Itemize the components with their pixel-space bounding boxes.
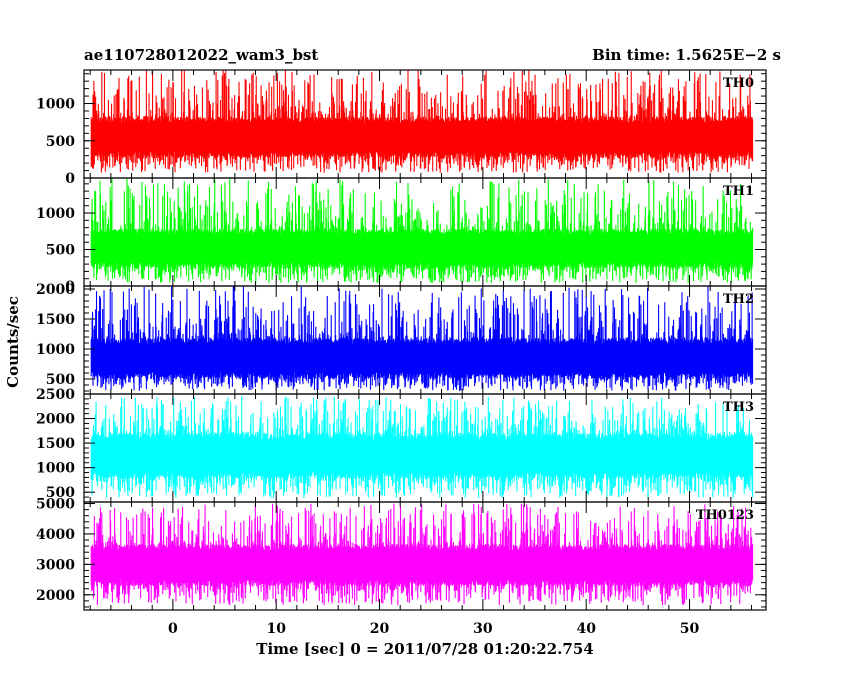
x-tick-label: 20 [370, 621, 390, 637]
y-tick-label: 500 [46, 485, 75, 501]
series-line-th0 [90, 70, 754, 173]
y-tick-label: 1500 [36, 436, 75, 452]
series-line-th3 [90, 396, 754, 498]
y-tick-label: 500 [46, 372, 75, 388]
x-tick-label: 30 [473, 621, 493, 637]
y-tick-label: 3000 [36, 557, 75, 573]
panel-label-th1: TH1 [723, 184, 754, 199]
panel-label-th0123: TH0123 [696, 508, 754, 523]
x-tick-label: 40 [576, 621, 596, 637]
y-tick-label: 2000 [36, 588, 75, 604]
y-tick-label: 5000 [36, 497, 75, 513]
panel-label-th0: TH0 [723, 76, 754, 91]
y-tick-label: 1000 [36, 342, 75, 358]
y-tick-label: 2000 [36, 412, 75, 428]
x-axis-label: Time [sec] 0 = 2011/07/28 01:20:22.754 [256, 640, 593, 658]
x-tick-label: 50 [680, 621, 700, 637]
panel-th2: 500 1000 1500 2000 TH2 [36, 282, 767, 395]
y-tick-label: 2000 [36, 282, 75, 298]
y-tick-label: 2500 [36, 387, 75, 403]
y-tick-label: 500 [46, 134, 75, 150]
y-tick-label: 0 [65, 279, 75, 295]
y-tick-label: 1500 [36, 312, 75, 328]
x-tick-label: 0 [168, 621, 178, 637]
panels-group: 05001000TH005001000TH1500100015002000TH2… [36, 69, 767, 637]
y-tick-label: 0 [65, 171, 75, 187]
panel-label-th2: TH2 [723, 292, 754, 307]
y-tick-label: 1000 [36, 97, 75, 113]
y-axis-label: Counts/sec [4, 296, 22, 388]
x-tick-label: 10 [266, 621, 286, 637]
panel-th0: 0 500 1000 TH0 [36, 69, 767, 187]
panel-th0123: 2000 3000 4000 5000 TH0123 [36, 497, 767, 611]
series-line-th1 [90, 178, 754, 284]
panel-label-th3: TH3 [723, 400, 754, 415]
y-tick-label: 1000 [36, 206, 75, 222]
y-tick-label: 1000 [36, 461, 75, 477]
y-tick-label: 4000 [36, 527, 75, 543]
panel-th3: 500 1000 1500 2000 2500 TH3 [36, 387, 767, 503]
series-line-th0123 [90, 503, 754, 606]
chart-title-right: Bin time: 1.5625E−2 s [592, 46, 781, 64]
panel-th1: 0 500 1000 TH1 [36, 177, 767, 295]
series-line-th2 [90, 286, 754, 391]
y-tick-label: 500 [46, 243, 75, 259]
chart-title-left: ae110728012022_wam3_bst [84, 46, 318, 64]
panel-frame [83, 501, 767, 611]
